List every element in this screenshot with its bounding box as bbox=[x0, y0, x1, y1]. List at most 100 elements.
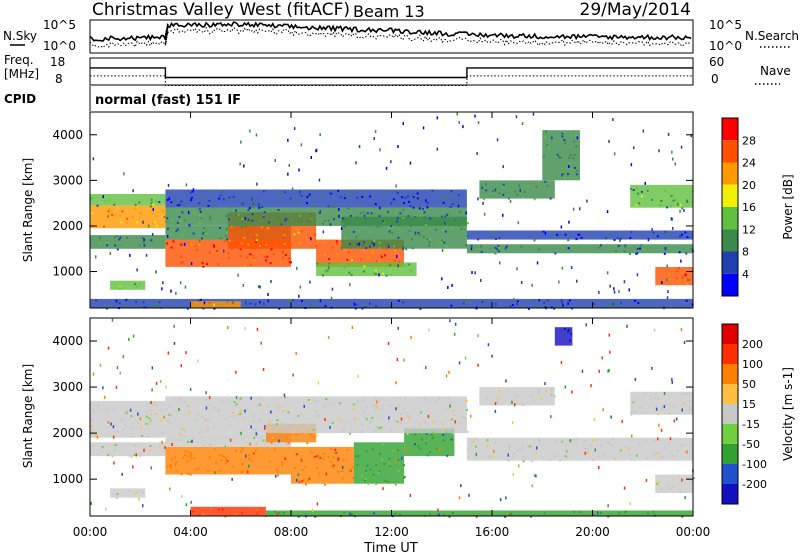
velocity-panel-speckle bbox=[399, 513, 402, 516]
power-panel-speckle bbox=[193, 212, 195, 215]
power-panel-speckle bbox=[370, 212, 373, 215]
velocity-panel-noise bbox=[316, 502, 319, 506]
power-panel-speckle bbox=[209, 215, 212, 218]
power-panel-speckle bbox=[225, 227, 228, 230]
power-panel-speckle bbox=[411, 247, 414, 250]
power-panel-speckle bbox=[425, 224, 428, 226]
power-panel-speckle bbox=[677, 267, 680, 270]
velocity-panel-noise bbox=[651, 366, 653, 370]
velocity-panel-noise bbox=[128, 337, 130, 341]
velocity-panel-speckle bbox=[270, 441, 273, 444]
freq-left-tick-top: 18 bbox=[50, 55, 65, 69]
velocity-panel-speckle bbox=[561, 440, 564, 443]
velocity-panel-speckle bbox=[365, 418, 368, 421]
velocity-panel-noise bbox=[317, 381, 320, 385]
power-panel-speckle bbox=[401, 196, 404, 199]
velocity-panel-speckle bbox=[466, 430, 469, 433]
velocity-panel-noise bbox=[122, 355, 125, 359]
velocity-panel-speckle bbox=[588, 451, 591, 454]
velocity-panel-speckle bbox=[183, 430, 186, 433]
power-panel-speckle bbox=[378, 242, 381, 244]
power-panel-noise bbox=[561, 266, 564, 270]
velocity-panel-speckle bbox=[312, 436, 315, 439]
power-panel-speckle bbox=[193, 243, 196, 246]
power-panel-speckle bbox=[263, 211, 266, 214]
power-panel-speckle bbox=[457, 194, 460, 197]
velocity-panel-noise bbox=[607, 369, 609, 373]
velocity-panel-speckle bbox=[207, 426, 210, 429]
power-panel-speckle bbox=[306, 195, 309, 198]
velocity-panel-speckle bbox=[423, 397, 426, 400]
power-panel-speckle bbox=[178, 216, 181, 219]
velocity-panel-noise bbox=[601, 356, 603, 360]
velocity-panel-noise bbox=[475, 515, 478, 519]
power-panel-speckle bbox=[363, 270, 366, 273]
velocity-panel-speckle bbox=[168, 413, 171, 416]
power-panel-noise bbox=[647, 238, 650, 242]
power-panel-noise bbox=[496, 138, 499, 142]
velocity-panel-speckle bbox=[337, 458, 340, 461]
velocity-panel-speckle bbox=[209, 444, 212, 447]
velocity-panel-noise bbox=[587, 448, 589, 452]
velocity-panel-noise bbox=[493, 449, 495, 453]
velocity-panel-speckle bbox=[182, 434, 185, 437]
velocity-panel-noise bbox=[311, 508, 314, 512]
power-panel-noise bbox=[353, 302, 356, 306]
velocity-panel-noise bbox=[396, 358, 399, 361]
power-panel-noise bbox=[477, 121, 480, 125]
power-panel-speckle bbox=[414, 194, 417, 197]
velocity-panel-speckle bbox=[262, 409, 265, 412]
power-panel-noise bbox=[288, 163, 290, 167]
power-panel-speckle bbox=[684, 231, 687, 234]
power-panel-noise bbox=[267, 293, 269, 296]
power-panel-speckle bbox=[418, 207, 421, 210]
power-panel-speckle bbox=[180, 243, 183, 246]
velocity-panel-speckle bbox=[371, 416, 374, 419]
power-panel-noise bbox=[379, 206, 381, 210]
power-panel-speckle bbox=[575, 173, 578, 176]
power-panel-speckle bbox=[387, 227, 390, 229]
velocity-panel-noise bbox=[681, 408, 683, 412]
power-panel-speckle bbox=[253, 259, 256, 262]
power-panel-speckle bbox=[335, 257, 338, 260]
power-panel-speckle bbox=[116, 248, 119, 251]
velocity-panel-colorbar-label: Velocity [m s-1] bbox=[781, 367, 795, 461]
velocity-panel-speckle bbox=[332, 456, 335, 458]
power-panel-speckle bbox=[442, 201, 445, 204]
power-panel-colorbar-swatch bbox=[722, 273, 738, 296]
power-panel-speckle bbox=[247, 218, 250, 221]
power-panel-speckle bbox=[560, 299, 563, 302]
power-panel-speckle bbox=[131, 215, 134, 218]
velocity-panel-speckle bbox=[97, 404, 99, 407]
velocity-panel-speckle bbox=[437, 513, 440, 516]
velocity-panel-speckle bbox=[375, 425, 378, 428]
velocity-panel-speckle bbox=[241, 463, 244, 465]
power-panel-noise bbox=[457, 204, 460, 208]
power-panel-speckle bbox=[342, 241, 344, 244]
velocity-panel-speckle bbox=[175, 461, 178, 464]
power-panel-noise bbox=[532, 299, 535, 303]
velocity-panel-speckle bbox=[639, 406, 642, 408]
velocity-panel-speckle bbox=[406, 414, 409, 417]
power-panel-speckle bbox=[629, 237, 632, 239]
velocity-panel-speckle bbox=[213, 426, 216, 429]
velocity-panel-speckle bbox=[603, 453, 606, 456]
power-panel-noise bbox=[519, 189, 521, 193]
velocity-panel-speckle bbox=[508, 448, 511, 451]
velocity-panel-speckle bbox=[661, 455, 664, 458]
velocity-panel-speckle bbox=[664, 446, 666, 449]
power-panel-speckle bbox=[176, 221, 179, 224]
velocity-panel-speckle bbox=[114, 449, 116, 452]
power-panel-speckle bbox=[326, 269, 329, 272]
power-panel-speckle bbox=[640, 190, 643, 193]
power-panel-speckle bbox=[150, 198, 153, 201]
power-panel-speckle bbox=[188, 224, 191, 227]
velocity-panel-speckle bbox=[246, 407, 249, 410]
power-panel-speckle bbox=[387, 210, 390, 213]
velocity-panel-colorbar-tick: -100 bbox=[742, 458, 767, 471]
velocity-panel-noise bbox=[167, 351, 170, 355]
velocity-panel-speckle bbox=[297, 515, 300, 518]
velocity-panel-speckle bbox=[452, 512, 455, 515]
power-panel-speckle bbox=[619, 237, 622, 240]
velocity-panel-speckle bbox=[535, 451, 538, 454]
